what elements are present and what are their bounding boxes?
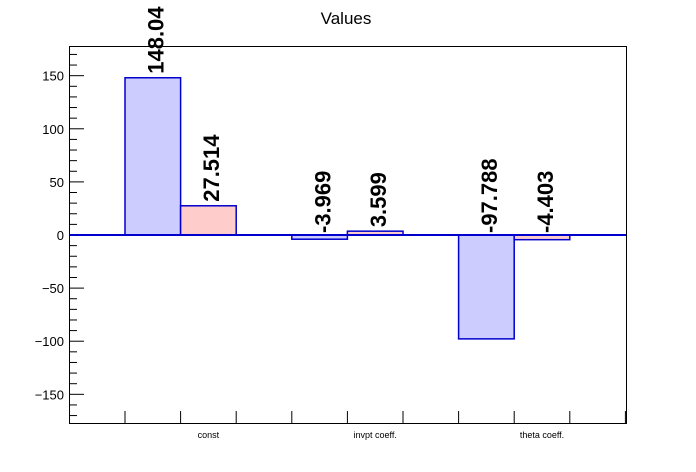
bar: [179, 205, 237, 236]
x-category-label: const: [198, 430, 220, 440]
bars: [124, 77, 571, 340]
x-axis: const invpt coeff. theta coeff.: [124, 411, 626, 440]
y-tick-label: −100: [35, 334, 64, 349]
data-label: -4.403: [533, 171, 558, 233]
data-label: 27.514: [199, 134, 224, 202]
plot-frame: [69, 46, 627, 424]
data-label: -3.969: [310, 171, 335, 233]
data-label: 3.599: [366, 172, 391, 227]
data-label: -97.788: [477, 158, 502, 233]
data-label: 148.04: [144, 6, 169, 74]
chart-title: Values: [321, 9, 372, 28]
y-tick-label: −50: [42, 281, 64, 296]
y-tick-label: 150: [42, 69, 64, 84]
x-category-label: invpt coeff.: [354, 430, 397, 440]
bar: [124, 77, 182, 236]
y-tick-label: 0: [57, 228, 64, 243]
x-category-label: theta coeff.: [520, 430, 564, 440]
y-tick-label: 50: [50, 175, 64, 190]
bar: [457, 234, 515, 340]
y-tick-label: 100: [42, 122, 64, 137]
y-axis: −150 −100 −50 0 50 100 150: [35, 53, 84, 417]
y-tick-label: −150: [35, 387, 64, 402]
data-labels: 148.04 27.514 -3.969 3.599 -97.788 -4.403: [144, 6, 558, 233]
